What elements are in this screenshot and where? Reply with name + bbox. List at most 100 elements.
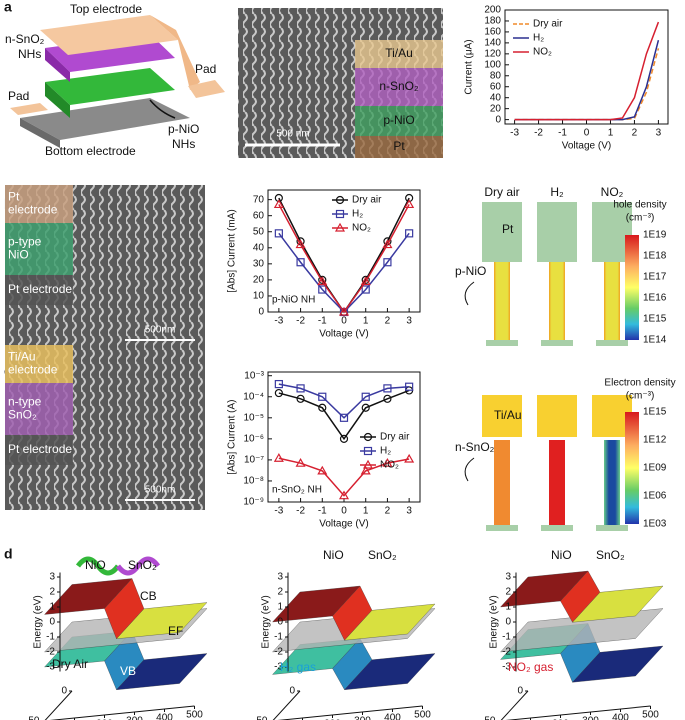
- x-tick-label: -2: [534, 128, 543, 139]
- label: Ti/Au: [494, 408, 522, 422]
- label: Ti/Au: [8, 350, 36, 364]
- layer-overlay: [355, 106, 443, 136]
- label: Pt: [8, 190, 20, 204]
- electrode: [537, 395, 577, 437]
- nanohelix: [494, 440, 510, 525]
- diameter-tick-label: 50: [256, 716, 268, 720]
- helix-icon: [115, 556, 161, 576]
- y-tick-label: 60: [253, 210, 265, 221]
- y-tick-label: 60: [490, 81, 502, 92]
- series-line: [278, 457, 410, 497]
- column-label: Dry air: [484, 185, 519, 199]
- x-tick-label: 1: [363, 506, 369, 517]
- data-point: [383, 394, 392, 403]
- data-point: [274, 388, 283, 398]
- diameter-tick-label: 50: [28, 716, 40, 720]
- label: (cm⁻³): [626, 213, 655, 224]
- data-point: [382, 239, 393, 249]
- data-point: [383, 384, 392, 393]
- data-point: [361, 403, 370, 412]
- x-tick-label: -3: [274, 316, 283, 327]
- y-tick-label: 10⁻⁵: [243, 412, 264, 423]
- layer-label: p-NiO: [383, 113, 414, 127]
- label: NHs: [172, 137, 195, 151]
- layer-label: Ti/Au: [385, 46, 413, 60]
- y-tick-label: 0: [505, 617, 511, 628]
- valence-band: [572, 645, 664, 683]
- sno2-block-side: [45, 48, 70, 82]
- colorbar-tick-label: 1E15: [643, 314, 667, 325]
- layer-overlay: [5, 275, 73, 305]
- x-tick-label: 200: [96, 719, 113, 720]
- diameter-tick-label: 0: [517, 686, 523, 697]
- arrow: [464, 457, 475, 482]
- y-tick-label: 20: [490, 103, 502, 114]
- y-tick-label: 2: [277, 587, 283, 598]
- layer-overlay: [5, 223, 73, 275]
- colorbar-tick-label: 1E12: [643, 435, 667, 446]
- valence-band: [116, 653, 208, 690]
- y-tick-label: 10⁻⁶: [243, 433, 264, 444]
- label: p-type: [8, 235, 42, 249]
- x-tick-label: -3: [510, 128, 519, 139]
- data-point: [360, 465, 371, 475]
- y-tick-label: 10⁻³: [244, 370, 264, 381]
- y-tick-label: 3: [277, 572, 283, 583]
- data-point: [339, 413, 349, 422]
- base: [541, 340, 573, 346]
- x-tick-label: 0: [584, 128, 590, 139]
- gas-label: H₂ gas: [280, 660, 316, 674]
- legend-label: NO₂: [380, 460, 399, 471]
- series-line: [278, 204, 410, 314]
- y-tick-label: -3: [502, 662, 511, 673]
- y-tick-label: 40: [253, 242, 265, 253]
- data-point: [360, 276, 371, 286]
- series-line: [514, 21, 660, 121]
- base: [596, 525, 628, 531]
- legend-marker: [334, 222, 346, 232]
- layer-overlay: [355, 40, 443, 68]
- x-tick-label: 2: [385, 506, 391, 517]
- y-tick-label: 0: [49, 617, 55, 628]
- height-axis: [277, 705, 423, 720]
- label: electrode: [8, 363, 58, 377]
- legend-marker: [335, 195, 345, 205]
- legend-marker: [363, 432, 373, 442]
- label: Top electrode: [70, 2, 142, 16]
- y-tick-label: 120: [484, 48, 501, 59]
- panel-letter: d: [4, 546, 13, 562]
- y-tick-label: 1: [277, 602, 283, 613]
- data-point: [295, 239, 306, 249]
- label: n-type: [8, 395, 42, 409]
- legend-label: Dry air: [380, 432, 410, 443]
- nanohelix: [549, 262, 565, 340]
- base: [486, 340, 518, 346]
- pad: [188, 80, 225, 98]
- x-tick-label: 200: [552, 719, 569, 720]
- data-point: [382, 457, 393, 467]
- label: NiO: [551, 548, 572, 562]
- x-tick-label: 2: [385, 316, 391, 327]
- layer-overlay: [5, 435, 73, 465]
- y-tick-label: -1: [274, 632, 283, 643]
- y-tick-label: 10⁻⁹: [243, 497, 264, 508]
- y-tick-label: 10⁻⁷: [244, 455, 264, 466]
- label: electrode: [8, 203, 58, 217]
- data-point: [317, 465, 328, 475]
- colorbar-tick-label: 1E06: [643, 491, 667, 502]
- colorbar-tick-label: 1E19: [643, 230, 667, 241]
- x-tick-label: 500: [642, 710, 659, 720]
- label: Pad: [195, 62, 216, 76]
- diameter-axis: [500, 690, 529, 720]
- scale-label: 500nm: [145, 485, 176, 496]
- label: Pad: [8, 89, 29, 103]
- data-point: [361, 392, 370, 401]
- y-tick-label: -1: [502, 632, 511, 643]
- layer-label: Pt: [393, 139, 405, 153]
- label: SnO₂: [596, 548, 625, 562]
- top-electrode: [40, 15, 178, 55]
- x-tick-label: 3: [656, 128, 662, 139]
- legend-label: H₂: [380, 446, 391, 457]
- panel-letter: a: [4, 0, 12, 15]
- label: SnO₂: [8, 408, 37, 422]
